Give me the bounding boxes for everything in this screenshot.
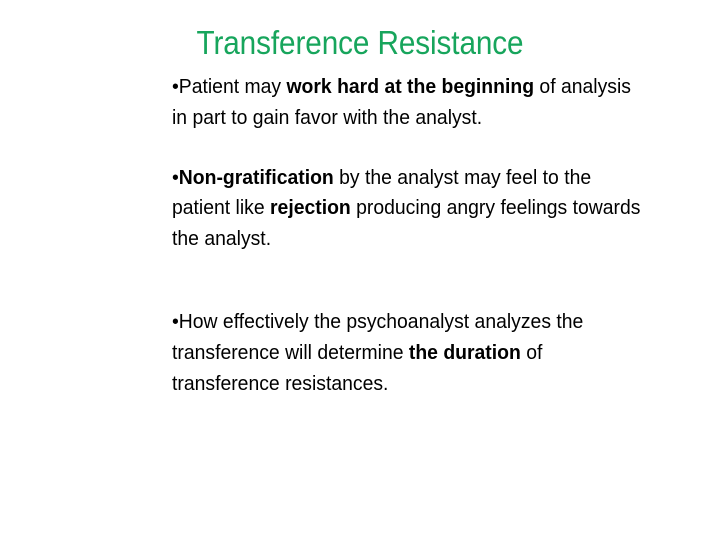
plain-text: by the analyst may feel to the patient l… <box>172 165 592 220</box>
bullet-glyph-icon: • <box>172 75 179 98</box>
emphasized-text: rejection <box>269 196 351 220</box>
bullet-list: •Patient may work hard at the beginning … <box>172 72 642 399</box>
plain-text: producing angry feelings towards the ana… <box>172 196 641 251</box>
list-item: •Non-gratification by the analyst may fe… <box>172 163 642 255</box>
emphasized-text: work hard at the beginning <box>286 75 535 98</box>
list-item-text: How effectively the psychoanalyst analyz… <box>172 310 583 395</box>
emphasized-text: Non-gratification <box>178 165 334 189</box>
slide-body: •Patient may work hard at the beginning … <box>172 72 642 399</box>
plain-text: How effectively the psychoanalyst analyz… <box>172 309 584 364</box>
list-item-text: Patient may work hard at the beginning o… <box>172 75 631 129</box>
list-item: •How effectively the psychoanalyst analy… <box>172 307 642 399</box>
list-item-text: Non-gratification by the analyst may fee… <box>172 166 640 251</box>
plain-text: of analysis in part to gain favor with t… <box>172 75 631 129</box>
emphasized-text: the duration <box>408 340 521 364</box>
list-item: •Patient may work hard at the beginning … <box>172 72 642 134</box>
bullet-glyph-icon: • <box>172 165 179 189</box>
page-title: Transference Resistance <box>196 24 524 61</box>
bullet-glyph-icon: • <box>172 309 179 333</box>
plain-text: Patient may <box>178 75 287 98</box>
plain-text: of transference resistances. <box>172 340 543 395</box>
